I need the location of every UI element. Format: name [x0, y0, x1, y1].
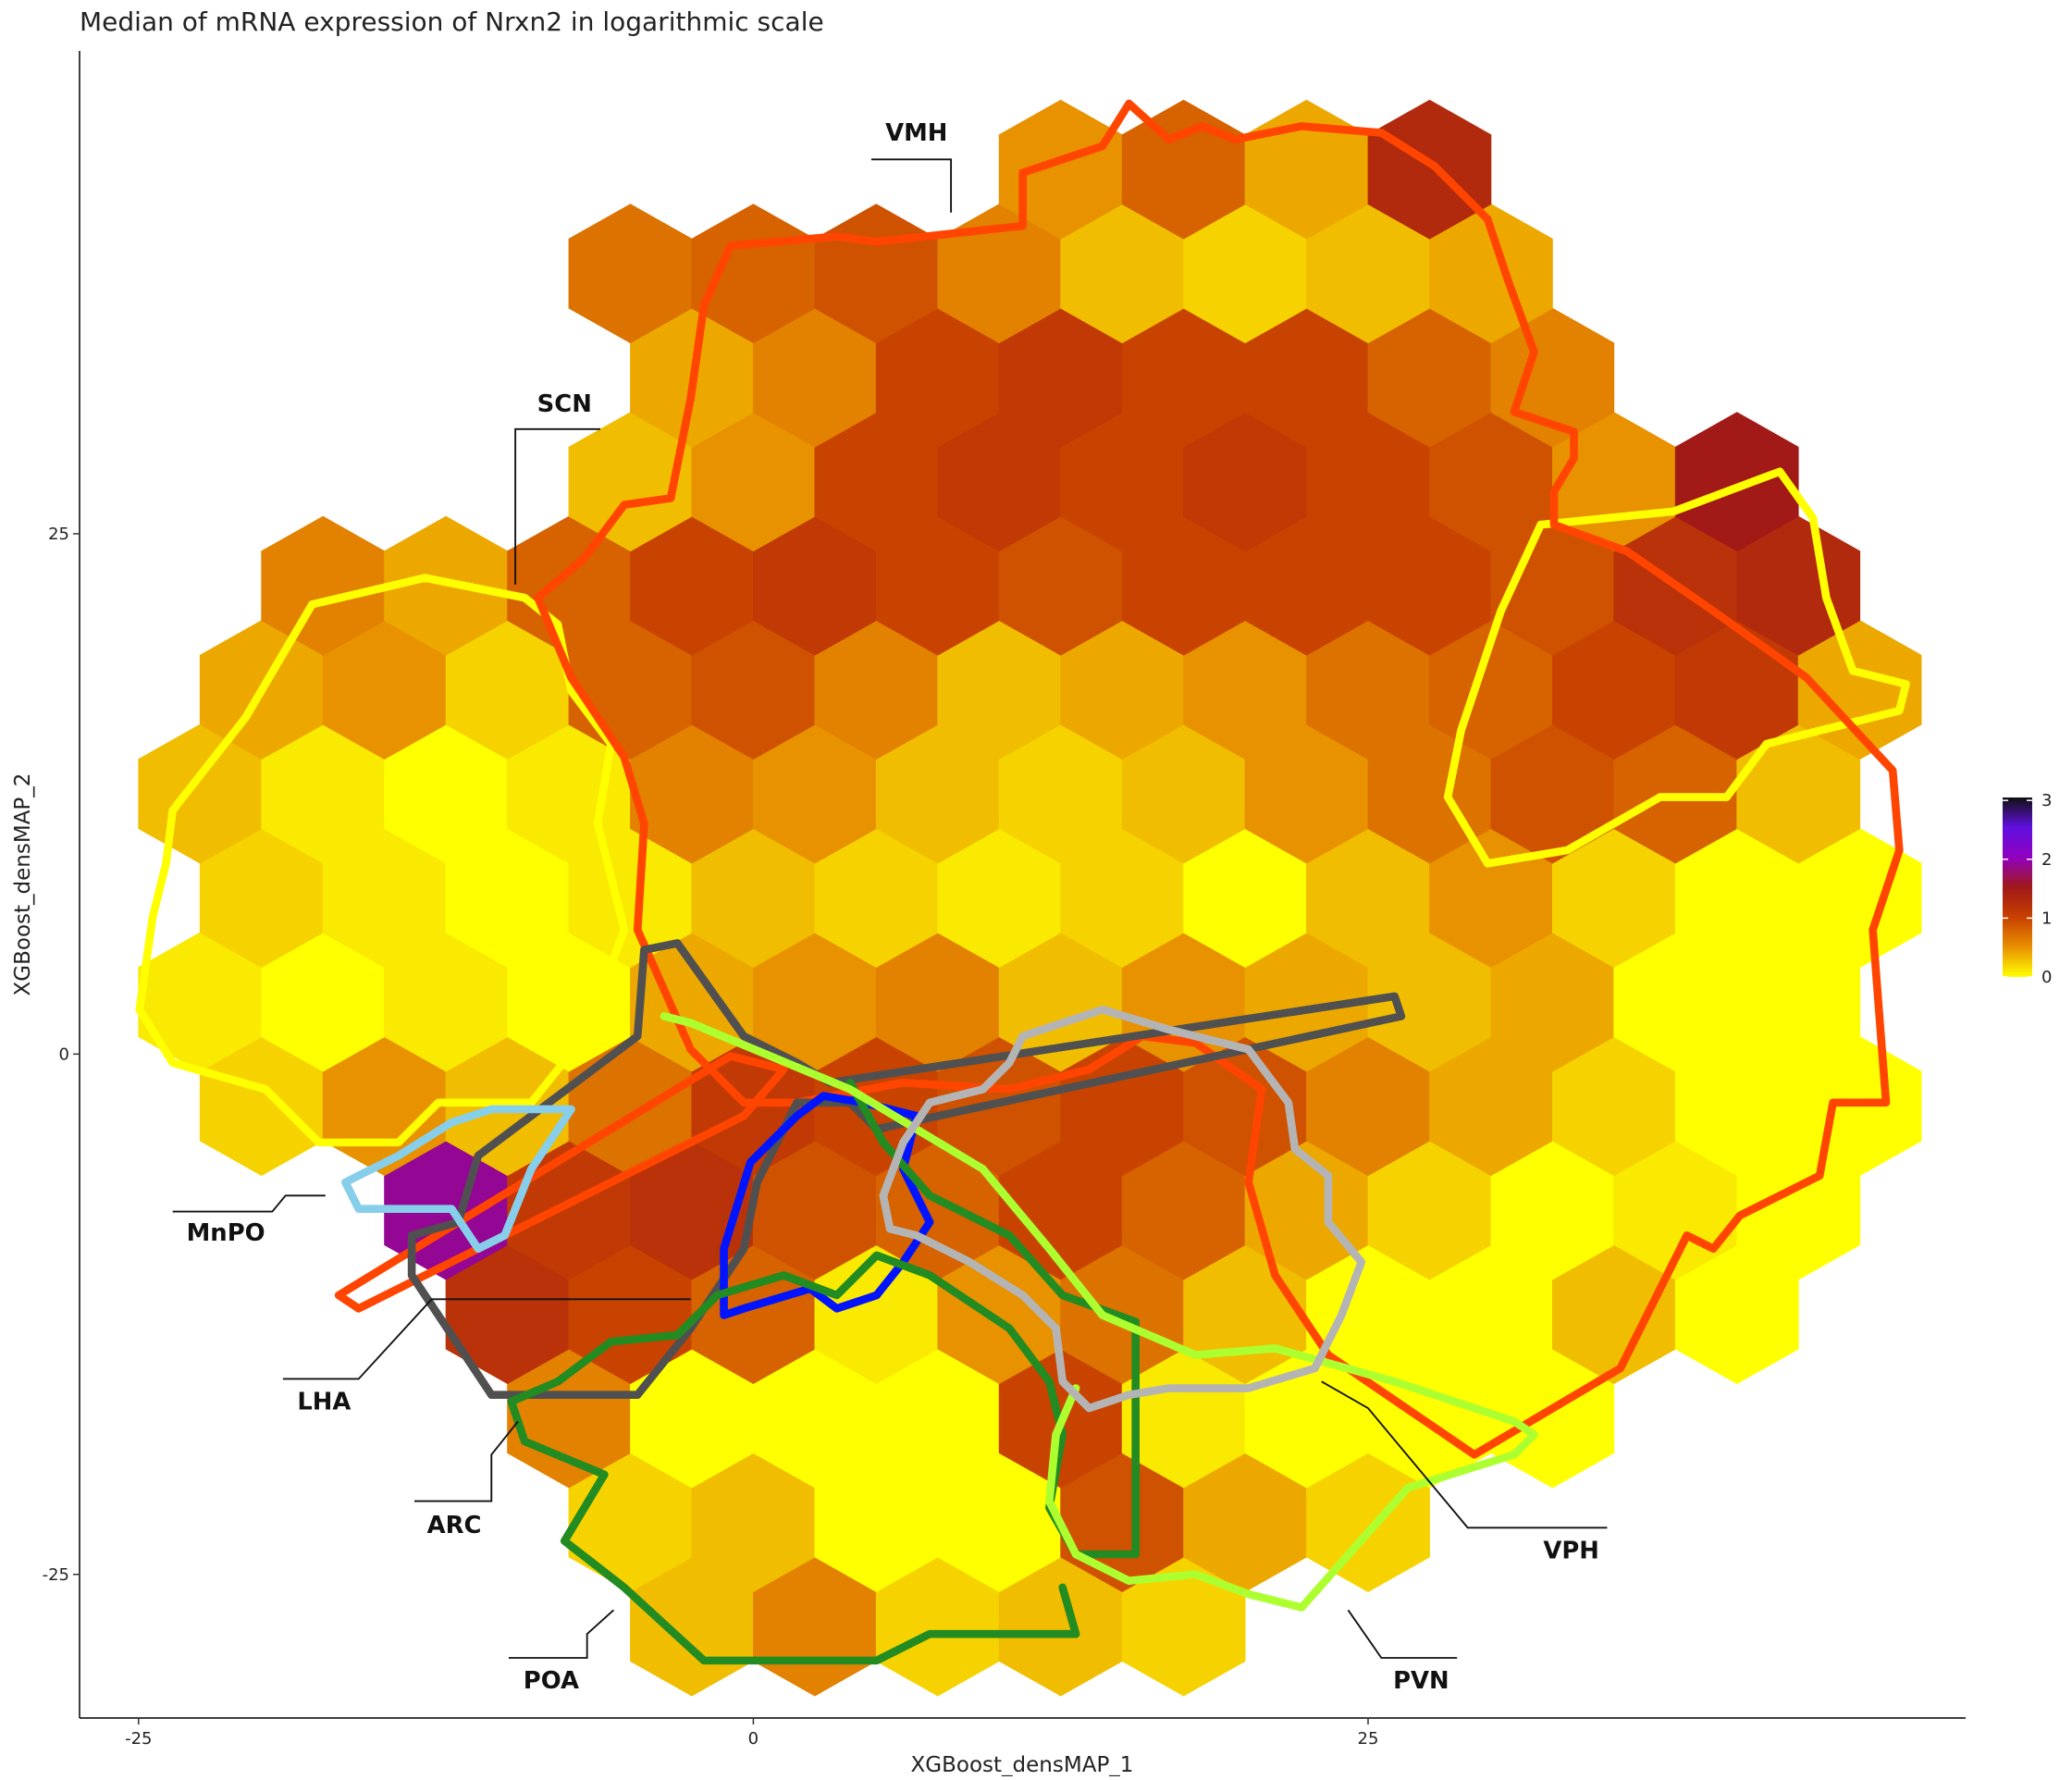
y-tick-label: -25 [43, 1565, 69, 1585]
region-outline [334, 1052, 788, 1313]
region-outline [879, 1005, 1366, 1413]
region-label: ARC [427, 1512, 482, 1539]
leader-line [1347, 1609, 1458, 1659]
region-layer: VMH SCN MnPO LHA ARC POA PVN VPH [135, 99, 1910, 1695]
hex-bin [1674, 412, 1799, 552]
y-axis-title: XGBoost_densMAP_2 [11, 773, 35, 996]
colorbar [2003, 797, 2032, 977]
leader-line [870, 158, 953, 213]
leader-line [414, 1420, 519, 1502]
region-outline [660, 1012, 1538, 1612]
colorbar-label: 0 [2041, 968, 2052, 987]
colorbar-label: 1 [2041, 909, 2052, 928]
x-tick-label: 0 [748, 1729, 758, 1749]
leader-line [508, 1609, 615, 1659]
region-label: PVN [1393, 1667, 1449, 1695]
leader-line [172, 1194, 326, 1213]
region-label: MnPO [187, 1219, 265, 1247]
x-tick-label: -25 [125, 1729, 152, 1749]
region-label: VMH [885, 119, 947, 147]
x-tick-label: 25 [1358, 1729, 1379, 1749]
x-axis-title: XGBoost_densMAP_1 [911, 1753, 1134, 1776]
region-label: LHA [297, 1388, 351, 1415]
region-outline [1443, 467, 1910, 868]
chart-title: Median of mRNA expression of Nrxn2 in lo… [80, 6, 824, 37]
region-outline [341, 1105, 575, 1254]
y-tick-label: 25 [48, 525, 69, 544]
colorbar-label: 3 [2041, 791, 2052, 810]
region-label: POA [524, 1667, 579, 1695]
colorbar-label: 2 [2041, 850, 2052, 870]
leader-line [514, 427, 601, 585]
region-label: VPH [1543, 1537, 1599, 1564]
hex-layer [138, 99, 1922, 1697]
leader-line [282, 1298, 691, 1380]
region-label: SCN [537, 390, 592, 418]
y-tick-label: 0 [59, 1045, 69, 1064]
region-outline [534, 99, 1904, 1459]
leader-line [1321, 1380, 1608, 1529]
region-outline [507, 1078, 1141, 1665]
